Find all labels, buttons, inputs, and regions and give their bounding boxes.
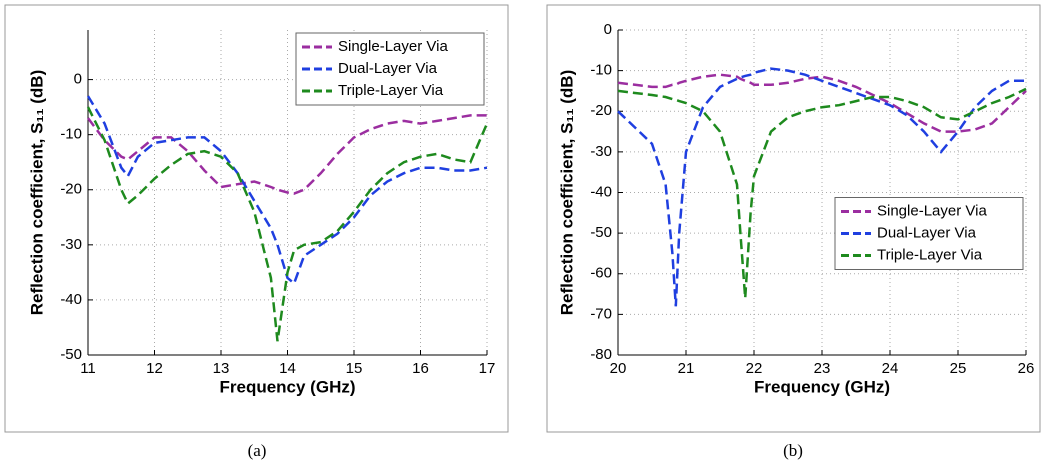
- y-tick-label: -20: [60, 181, 82, 198]
- series-line: [617, 87, 1027, 299]
- legend-label: Triple-Layer Via: [877, 246, 983, 263]
- x-tick-label: 14: [279, 360, 296, 377]
- x-axis-label: Frequency (GHz): [219, 377, 355, 396]
- y-tick-label: -60: [590, 265, 612, 282]
- x-tick-label: 12: [146, 360, 163, 377]
- y-tick-label: -50: [60, 346, 82, 363]
- y-axis-label: Reflection coefficient, S₁₁ (dB): [27, 70, 46, 315]
- panel-frame: [4, 4, 509, 433]
- series-line: [86, 106, 489, 342]
- series-line: [86, 95, 488, 286]
- y-tick-label: -30: [60, 236, 82, 253]
- y-tick-label: -50: [590, 224, 612, 241]
- series-line: [87, 114, 487, 195]
- y-tick-label: -20: [590, 102, 612, 119]
- caption: (b): [783, 441, 803, 460]
- legend-label: Single-Layer Via: [338, 38, 448, 55]
- y-tick-label: -10: [590, 62, 612, 79]
- x-tick-label: 25: [950, 360, 967, 377]
- x-tick-label: 11: [80, 360, 96, 377]
- y-tick-label: -80: [590, 346, 612, 363]
- x-tick-label: 20: [610, 360, 627, 377]
- legend-label: Dual-Layer Via: [877, 224, 977, 241]
- x-tick-label: 26: [1018, 360, 1035, 377]
- series-line: [617, 67, 1026, 307]
- legend-label: Dual-Layer Via: [338, 60, 438, 77]
- legend-label: Triple-Layer Via: [338, 82, 444, 99]
- panel-frame: [546, 4, 1041, 433]
- y-tick-label: 0: [604, 21, 612, 38]
- x-tick-label: 21: [678, 360, 695, 377]
- y-tick-label: -70: [590, 305, 612, 322]
- x-tick-label: 13: [213, 360, 230, 377]
- x-tick-label: 23: [814, 360, 831, 377]
- x-axis-label: Frequency (GHz): [754, 377, 890, 396]
- x-tick-label: 16: [412, 360, 429, 377]
- x-tick-label: 17: [479, 360, 496, 377]
- x-tick-label: 24: [882, 360, 899, 377]
- y-axis-label: Reflection coefficient, S₁₁ (dB): [557, 70, 576, 315]
- series-line: [617, 73, 1027, 133]
- y-tick-label: -30: [590, 143, 612, 160]
- legend-label: Single-Layer Via: [877, 202, 987, 219]
- x-tick-label: 15: [346, 360, 363, 377]
- y-tick-label: -40: [590, 183, 612, 200]
- y-tick-label: 0: [74, 71, 82, 88]
- x-tick-label: 22: [746, 360, 763, 377]
- y-tick-label: -10: [60, 126, 82, 143]
- caption: (a): [248, 441, 267, 460]
- y-tick-label: -40: [60, 291, 82, 308]
